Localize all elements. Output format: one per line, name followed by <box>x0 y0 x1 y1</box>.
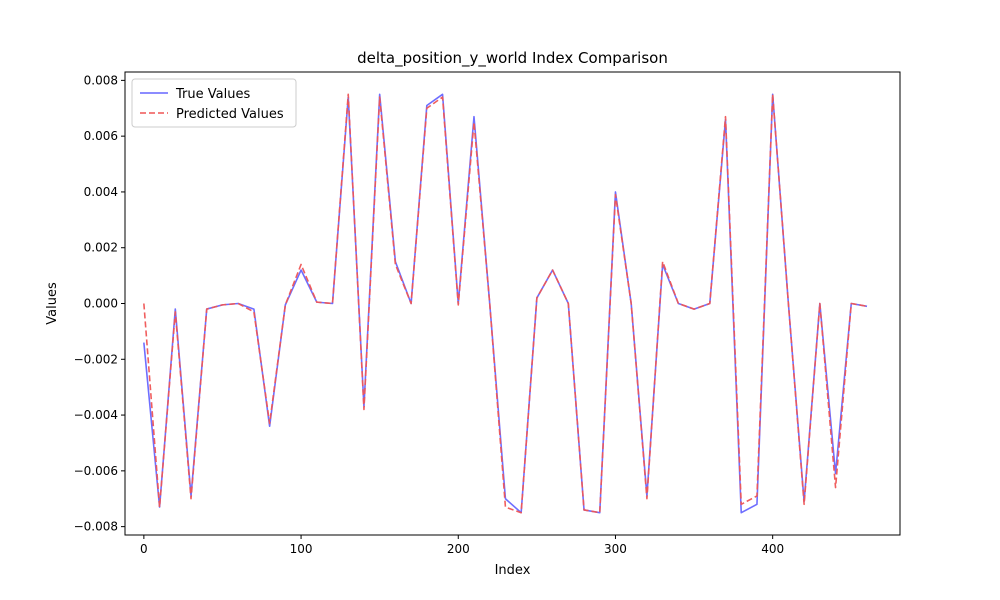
x-tick-label: 100 <box>290 542 313 556</box>
x-tick-label: 400 <box>761 542 784 556</box>
x-tick-label: 0 <box>140 542 148 556</box>
y-axis-title: Values <box>45 282 60 325</box>
y-tick-label: 0.004 <box>84 185 118 199</box>
x-axis-title: Index <box>495 563 531 578</box>
y-tick-label: 0.002 <box>84 241 118 255</box>
y-tick-label: −0.004 <box>74 408 118 422</box>
x-tick-label: 200 <box>447 542 470 556</box>
y-tick-label: 0.006 <box>84 129 118 143</box>
series-layer <box>143 93 868 514</box>
legend-true-values-label: True Values <box>175 87 250 102</box>
chart-title: delta_position_y_world Index Comparison <box>357 49 668 68</box>
legend: True Values Predicted Values <box>131 78 297 128</box>
x-axis: 0 100 200 300 400 <box>140 535 784 556</box>
legend-box <box>131 78 297 128</box>
series-predicted-values-line <box>143 93 868 514</box>
legend-predicted-values-label: Predicted Values <box>176 107 284 122</box>
y-tick-label: 0.008 <box>84 73 118 87</box>
plot-area <box>125 72 900 535</box>
y-tick-label: 0.000 <box>84 297 118 311</box>
y-tick-label: −0.008 <box>74 520 118 534</box>
y-tick-label: −0.002 <box>74 352 118 366</box>
y-axis: −0.008 −0.006 −0.004 −0.002 0.000 0.002 0.004 0… <box>74 73 125 534</box>
x-tick-label: 300 <box>604 542 627 556</box>
y-tick-label: −0.006 <box>74 464 118 478</box>
